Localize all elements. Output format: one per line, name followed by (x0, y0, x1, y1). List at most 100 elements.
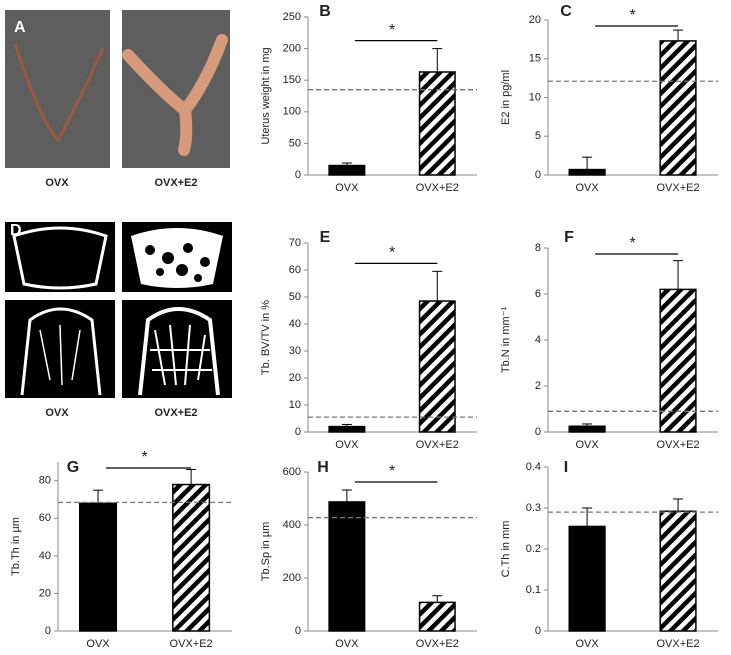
significance-mark: * (629, 235, 635, 252)
significance-mark: * (629, 7, 635, 24)
significance-mark: * (141, 449, 147, 466)
bar (79, 502, 118, 632)
error-bar (582, 156, 593, 170)
y-axis-label: Tb.Sp in µm (260, 522, 272, 582)
x-tick-label: OVX (575, 638, 599, 650)
y-tick-label: 600 (283, 466, 301, 478)
x-tick-label: OVX (335, 439, 359, 451)
error-bar (432, 595, 443, 603)
y-axis-label: Tb.N in mm⁻¹ (500, 307, 512, 374)
uterus-photos (5, 10, 230, 168)
image-caption: OVX (45, 177, 69, 189)
y-axis-label: E2 in pg/ml (500, 70, 512, 125)
bar (418, 300, 456, 433)
bar (659, 40, 697, 176)
y-tick-label: 0 (45, 625, 51, 637)
bar (659, 288, 697, 433)
y-tick-label: 80 (39, 475, 51, 487)
panel-letter: I (564, 459, 568, 476)
y-tick-label: 0.3 (526, 502, 541, 514)
y-tick-label: 70 (289, 237, 301, 249)
y-tick-label: 400 (283, 519, 301, 531)
y-tick-label: 10 (529, 91, 541, 103)
error-bar (673, 498, 684, 512)
y-tick-label: 0.2 (526, 543, 541, 555)
x-tick-label: OVX+E2 (416, 439, 459, 451)
y-tick-label: 20 (289, 372, 301, 384)
error-bar (341, 489, 352, 502)
y-tick-label: 50 (289, 291, 301, 303)
panel-letter: D (10, 222, 22, 239)
bar (328, 425, 366, 433)
y-tick-label: 0 (535, 426, 541, 438)
y-tick-label: 10 (289, 399, 301, 411)
bar (328, 501, 366, 632)
panel-letter: F (564, 229, 574, 246)
bar (328, 164, 366, 176)
x-tick-label: OVX (575, 182, 599, 194)
y-tick-label: 4 (535, 334, 541, 346)
x-tick-label: OVX+E2 (656, 182, 699, 194)
error-bar (432, 48, 443, 72)
x-tick-label: OVX (335, 638, 359, 650)
y-tick-label: 200 (283, 43, 301, 55)
y-tick-label: 60 (39, 512, 51, 524)
bar (172, 483, 211, 632)
y-axis-label: C.Th in mm (500, 521, 512, 578)
error-bar (673, 260, 684, 290)
y-tick-label: 0.1 (526, 584, 541, 596)
bar (568, 525, 606, 632)
panel-letter: B (319, 3, 331, 20)
panel-letter: E (320, 229, 331, 246)
error-bar (341, 423, 352, 427)
x-tick-label: OVX (335, 182, 359, 194)
y-tick-label: 40 (289, 318, 301, 330)
error-bar (341, 162, 352, 166)
significance-mark: * (389, 245, 395, 262)
error-bar (186, 469, 197, 485)
significance-mark: * (389, 463, 395, 480)
error-bar (432, 270, 443, 302)
error-bar (582, 423, 593, 427)
bar (418, 71, 456, 176)
y-tick-label: 40 (39, 550, 51, 562)
error-bar (582, 507, 593, 527)
y-tick-label: 0 (535, 625, 541, 637)
y-tick-label: 15 (529, 53, 541, 65)
y-tick-label: 0 (295, 625, 301, 637)
x-tick-label: OVX (86, 638, 110, 650)
image-caption: OVX+E2 (154, 177, 197, 189)
y-tick-label: 50 (289, 137, 301, 149)
panel-letter: H (317, 459, 329, 476)
y-tick-label: 150 (283, 74, 301, 86)
x-tick-label: OVX+E2 (416, 638, 459, 650)
y-tick-label: 0 (535, 169, 541, 181)
panel-letter: A (14, 19, 26, 36)
y-tick-label: 5 (535, 130, 541, 142)
x-tick-label: OVX+E2 (656, 638, 699, 650)
y-tick-label: 0.4 (526, 461, 541, 473)
x-tick-label: OVX (575, 439, 599, 451)
image-caption: OVX (45, 407, 69, 419)
y-axis-label: Uterus weight in mg (260, 47, 272, 144)
y-tick-label: 250 (283, 11, 301, 23)
microct-images (5, 222, 232, 398)
y-tick-label: 60 (289, 264, 301, 276)
bar (659, 510, 697, 632)
y-tick-label: 20 (39, 587, 51, 599)
bar (568, 425, 606, 433)
error-bar (93, 489, 104, 504)
y-axis-label: Tb. BV/TV in % (260, 300, 272, 375)
y-tick-label: 0 (295, 169, 301, 181)
y-tick-label: 6 (535, 288, 541, 300)
image-caption: OVX+E2 (154, 407, 197, 419)
y-tick-label: 200 (283, 572, 301, 584)
bar (568, 168, 606, 176)
bar (418, 601, 456, 632)
y-tick-label: 100 (283, 106, 301, 118)
error-bar (673, 29, 684, 41)
y-tick-label: 2 (535, 380, 541, 392)
y-tick-label: 8 (535, 242, 541, 254)
y-tick-label: 20 (529, 14, 541, 26)
